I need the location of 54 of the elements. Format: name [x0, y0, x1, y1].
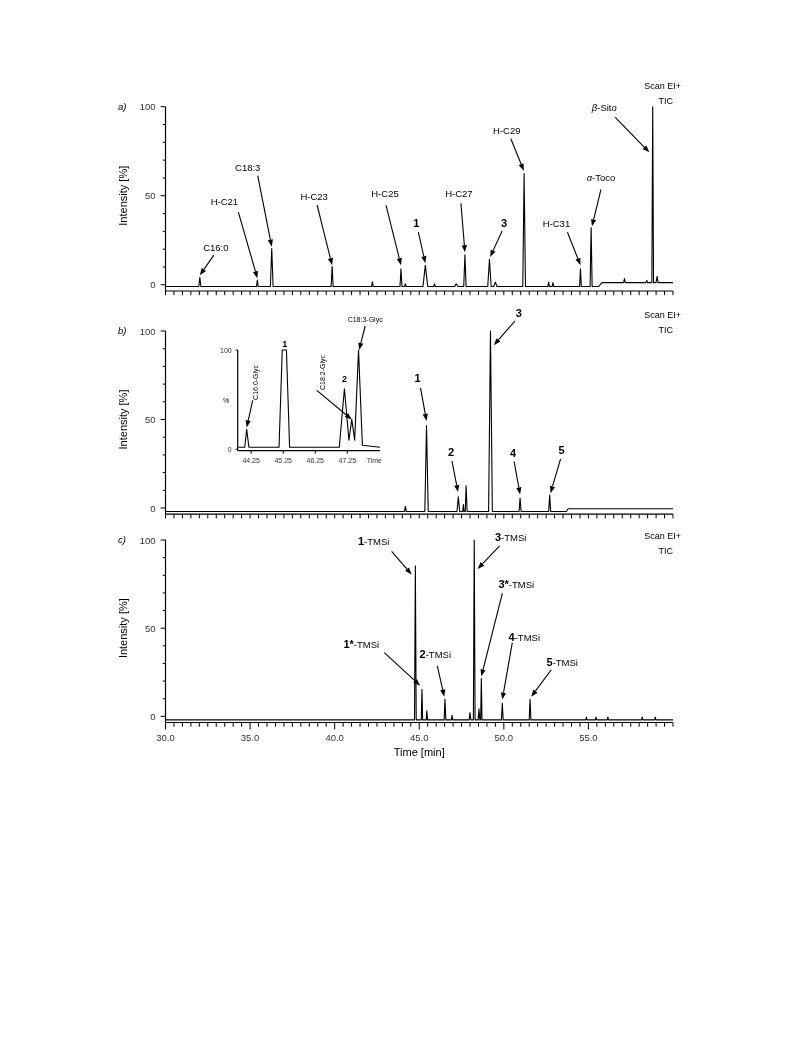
- y-tick-label: 50: [144, 622, 156, 634]
- annotation: 4-TMSi: [508, 630, 541, 643]
- annotation: Scan EI+: [644, 531, 681, 541]
- x-tick-label: 35.0: [240, 732, 260, 743]
- chart-title: a): [118, 100, 127, 112]
- annotation: 4: [510, 447, 518, 460]
- x-axis-title: Time [min]: [393, 745, 445, 758]
- annotation: H-C25: [371, 188, 399, 200]
- y-tick-label: 100: [139, 534, 156, 546]
- annotation: 5-TMSi: [546, 655, 578, 668]
- annotation: H-C29: [493, 124, 521, 136]
- annotation: TIC: [658, 325, 674, 335]
- y-tick-label: 0: [150, 279, 156, 291]
- y-tick-label: 50: [144, 414, 156, 425]
- annotation: 3-TMSi: [494, 530, 527, 543]
- annotation: 3: [501, 216, 508, 229]
- annotation: C16:0: [203, 242, 229, 254]
- annotation: 1: [282, 339, 288, 349]
- text: Scan EI+: [644, 310, 681, 320]
- annotation: TIC: [658, 546, 674, 556]
- annotation: 5: [558, 444, 565, 457]
- annotation: 3*-TMSi: [498, 578, 535, 591]
- annotation: 3: [515, 307, 522, 320]
- annotation: H-C27: [445, 188, 473, 200]
- x-tick-label: 45.0: [410, 732, 429, 743]
- annotation: H-C23: [300, 191, 328, 203]
- chart-title: c): [118, 534, 126, 545]
- text: Scan EI+: [644, 80, 681, 91]
- y-tick-label: 0: [150, 502, 156, 514]
- y-axis-title: Intensity [%]: [117, 598, 129, 659]
- annotation: 1: [413, 217, 420, 230]
- annotation: 1-TMSi: [357, 535, 390, 548]
- annotation: 2: [341, 373, 347, 384]
- y-axis-title: Intensity [%]: [117, 165, 129, 226]
- annotation: 2: [447, 446, 455, 459]
- x-tick-label: 55.0: [579, 732, 598, 743]
- y-tick-label: 100: [139, 101, 156, 113]
- y-tick-label: 0: [150, 710, 156, 722]
- x-tick-label: 50.0: [494, 732, 514, 743]
- annotation: 1*-TMSi: [343, 637, 380, 650]
- chart-title: b): [118, 325, 127, 336]
- y-tick-label: 50: [144, 190, 156, 202]
- annotation: 1: [414, 371, 421, 384]
- annotation: C18:3: [235, 161, 261, 173]
- x-tick-label: 40.0: [325, 732, 344, 743]
- annotation: β-Sito: [590, 102, 617, 114]
- text: TIC: [658, 95, 674, 106]
- y-tick-label: 100: [139, 325, 156, 337]
- annotation: α-Toco: [586, 172, 616, 184]
- annotation: 2-TMSi: [419, 647, 452, 660]
- x-tick-label: 30.0: [156, 732, 175, 743]
- y-axis-title: Intensity [%]: [117, 389, 129, 450]
- annotation: H-C31: [542, 218, 571, 230]
- annotation: H-C21: [210, 196, 239, 208]
